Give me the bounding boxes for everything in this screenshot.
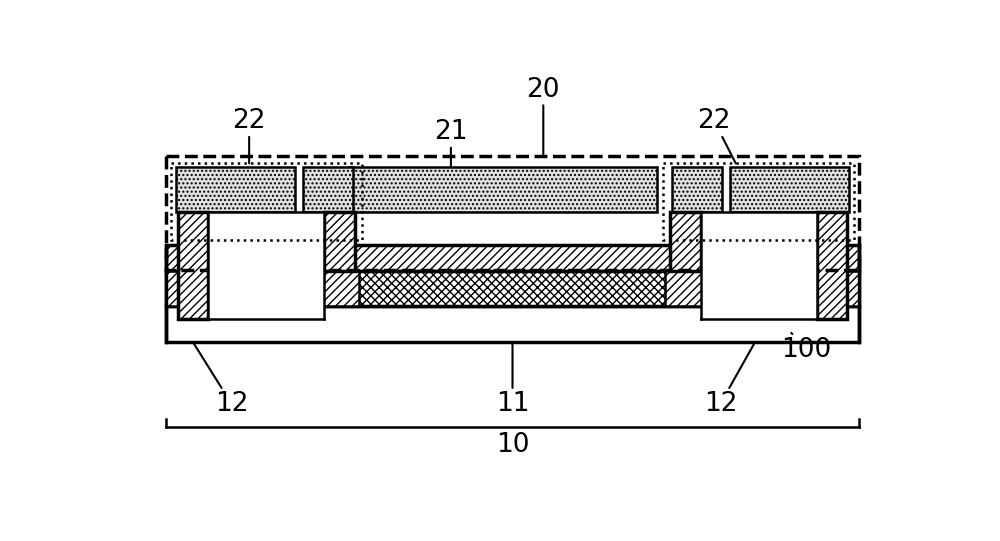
Bar — [166, 271, 859, 306]
Bar — [349, 167, 657, 212]
Text: 22: 22 — [232, 108, 266, 163]
Text: 12: 12 — [704, 342, 755, 417]
Bar — [166, 306, 859, 342]
Text: 30: 30 — [305, 245, 346, 270]
Text: 22: 22 — [697, 108, 736, 163]
Text: 20: 20 — [527, 77, 560, 156]
Bar — [176, 167, 295, 212]
Bar — [672, 167, 722, 212]
Bar — [324, 212, 355, 271]
Bar — [208, 212, 324, 319]
Bar — [171, 163, 362, 241]
Bar — [817, 212, 847, 319]
Bar — [730, 167, 849, 212]
Bar — [665, 271, 707, 306]
Text: 100: 100 — [782, 333, 832, 363]
Bar — [303, 167, 353, 212]
Bar — [701, 212, 817, 319]
Bar — [166, 245, 859, 271]
Bar — [317, 271, 359, 306]
Text: 11: 11 — [496, 342, 529, 417]
Bar — [663, 163, 854, 241]
Bar — [166, 156, 859, 270]
Text: 10: 10 — [496, 432, 529, 458]
Text: 40: 40 — [780, 241, 816, 269]
Bar — [166, 271, 208, 306]
Bar — [811, 271, 859, 306]
Text: 21: 21 — [434, 119, 468, 167]
Bar — [178, 212, 208, 319]
Bar — [670, 212, 701, 271]
Text: 12: 12 — [193, 342, 248, 417]
